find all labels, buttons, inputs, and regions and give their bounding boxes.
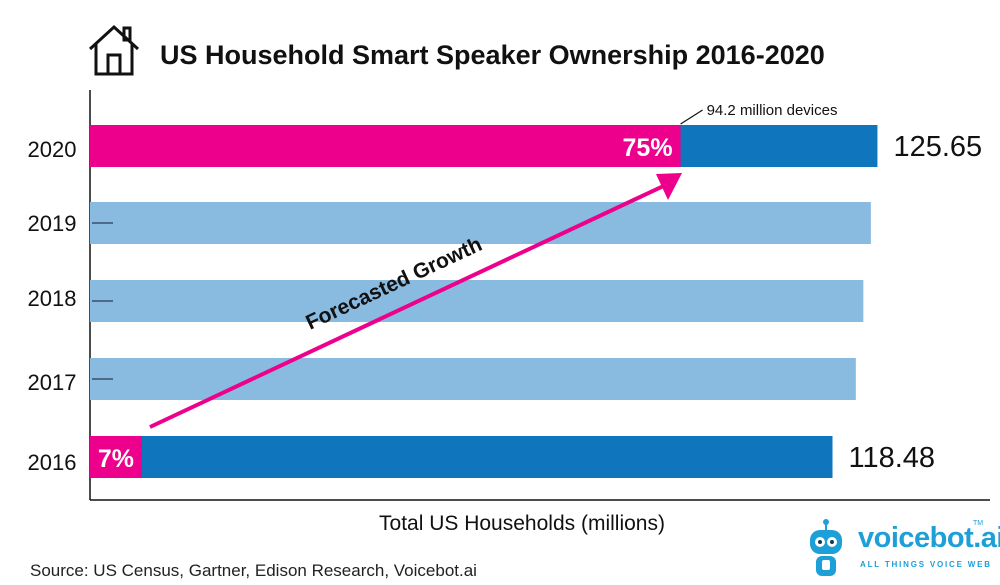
brand-trademark: TM xyxy=(973,520,984,527)
tick-label-2018: 2018 xyxy=(28,286,77,311)
ownership-label-2016: 7% xyxy=(98,445,134,473)
tick-label-2019: 2019 xyxy=(28,211,77,236)
bar-2018 xyxy=(90,280,864,322)
bar-2019 xyxy=(90,202,871,244)
bar-2017 xyxy=(90,358,856,400)
growth-arrow xyxy=(149,180,673,429)
tick-label-2020: 2020 xyxy=(28,137,77,162)
house-icon xyxy=(88,24,140,76)
tick-label-2017: 2017 xyxy=(28,370,77,395)
device-annotation: 94.2 million devices xyxy=(707,102,838,119)
x-axis-title: Total US Households (millions) xyxy=(379,512,665,535)
value-label-2020: 125.65 xyxy=(893,131,982,163)
ownership-label-2020: 75% xyxy=(623,134,673,162)
value-label-2016: 118.48 xyxy=(849,442,936,474)
source-note: Source: US Census, Gartner, Edison Resea… xyxy=(30,561,477,580)
device-annotation-leader xyxy=(680,109,703,125)
tick-label-2016: 2016 xyxy=(28,450,77,475)
brand-tagline: ALL THINGS VOICE WEB xyxy=(860,560,992,569)
bar-2016 xyxy=(90,436,833,478)
ownership-segment-2020 xyxy=(90,125,681,167)
growth-arrowhead xyxy=(656,173,682,200)
voicebot-robot-logo-icon xyxy=(810,519,842,576)
ownership-segment-2016 xyxy=(90,436,142,478)
brand-name: voicebot.ai xyxy=(858,522,1000,554)
chart-title: US Household Smart Speaker Ownership 201… xyxy=(160,40,825,70)
